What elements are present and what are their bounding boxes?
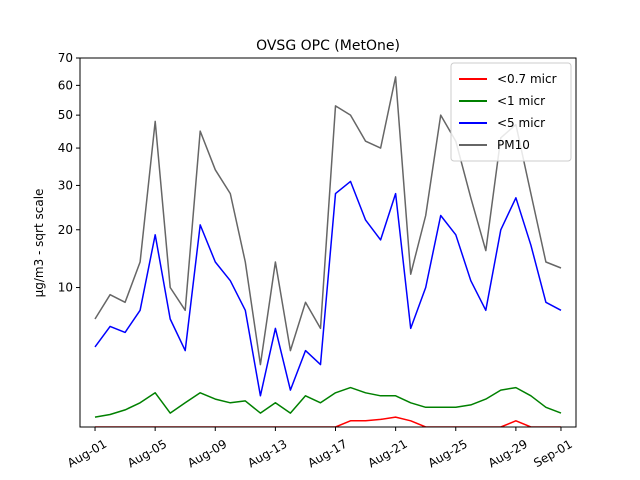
series-line-2 [94,180,562,397]
series-line-3 [94,76,562,366]
y-tick-label: 40 [58,141,73,155]
legend: <0.7 micr <1 micr <5 micr PM10 [450,62,572,162]
y-tick-label: 20 [58,223,73,237]
legend-entry: <0.7 micr [497,72,557,86]
legend-entry: <1 micr [497,94,545,108]
series-line-1 [94,386,562,418]
y-axis-label: µg/m3 - sqrt scale [32,189,46,298]
plot-frame [79,57,577,428]
y-tick-label: 50 [58,108,73,122]
chart-title: OVSG OPC (MetOne) [256,38,400,54]
y-tick-label: 60 [58,78,73,92]
series-layer [94,76,562,427]
legend-entry: PM10 [497,138,530,152]
legend-entry: <5 micr [497,116,545,130]
series-group [94,76,562,427]
y-tick-label: 30 [58,178,73,192]
y-tick-label: 70 [58,51,73,65]
legend-box [450,62,572,162]
y-tick-label: 10 [58,281,73,295]
